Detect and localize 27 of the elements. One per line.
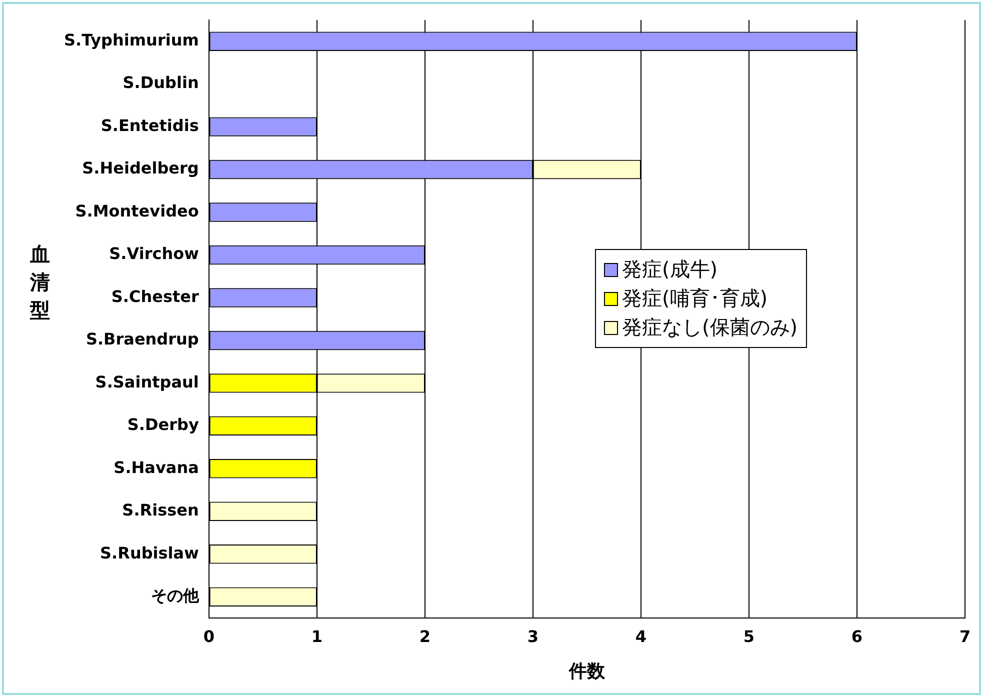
y-tick-label: S.Havana [114,458,199,477]
legend-label: 発症なし(保菌のみ) [622,314,798,342]
y-tick-label: S.Braendrup [86,330,199,349]
y-tick-label: S.Rubislaw [100,543,200,562]
y-tick-label: S.Chester [111,286,199,306]
x-tick-label: 2 [419,626,430,646]
y-tick-label: S.Entetidis [100,116,199,135]
x-axis-title: 件数 [568,660,606,682]
x-tick-label: 3 [527,626,538,646]
x-tick-label: 0 [203,626,214,646]
y-tick-label: S.Saintpaul [95,372,199,392]
y-tick-label: S.Virchow [109,244,200,264]
y-tick-label: S.Typhimurium [64,30,199,50]
y-tick-label: S.Dublin [122,73,199,92]
y-tick-label: S.Montevideo [75,201,199,220]
x-tick-label: 5 [743,626,755,646]
legend-label: 発症(成牛) [622,256,718,284]
x-tick-label: 6 [851,626,863,646]
legend-label: 発症(哺育･育成) [622,285,768,312]
y-tick-label: S.Derby [127,415,200,434]
y-axis-title: 血清型 [28,241,51,324]
y-tick-label: その他 [150,586,200,605]
x-tick-label: 4 [635,626,647,646]
y-tick-label: S.Heidelberg [82,158,199,178]
x-tick-label: 1 [311,626,322,646]
x-tick-label: 7 [959,626,971,646]
y-tick-label: S.Rissen [122,500,199,520]
